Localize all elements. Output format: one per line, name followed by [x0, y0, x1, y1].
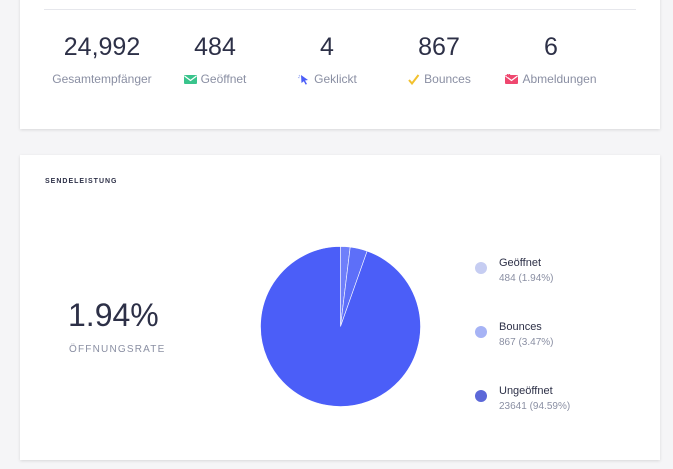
stat-opened: 484 Geöffnet: [155, 32, 275, 86]
legend-label: Geöffnet: [499, 257, 541, 269]
stat-value: 867: [418, 33, 460, 61]
stat-total-recipients: 24,992 Gesamtempfänger: [42, 32, 162, 86]
legend-value: 23641 (94.59%): [499, 401, 571, 412]
stat-bounces: 867 Bounces: [379, 32, 499, 86]
stat-value: 4: [320, 33, 334, 61]
stat-label: Geöffnet: [200, 72, 247, 86]
open-rate-value: 1.94%: [68, 297, 159, 333]
unsubscribe-envelope-icon: [505, 73, 519, 85]
stat-label: Bounces: [424, 72, 471, 86]
section-title: SENDELEISTUNG: [45, 178, 118, 185]
legend-value: 867 (3.47%): [499, 337, 554, 348]
legend-dot: [475, 262, 487, 274]
cursor-click-icon: [297, 74, 310, 85]
legend-dot: [475, 326, 487, 338]
open-rate-label: ÖFFNUNGSRATE: [69, 344, 166, 355]
stat-value: 6: [544, 33, 558, 61]
envelope-icon: [183, 74, 197, 85]
stat-clicked: 4 Geklickt: [267, 32, 387, 86]
stat-value: 24,992: [63, 33, 141, 61]
checkmark-icon: [407, 73, 420, 85]
stat-unsubscribes: 6 Abmeldungen: [491, 32, 611, 86]
legend-value: 484 (1.94%): [499, 273, 554, 284]
stat-label: Geklickt: [314, 72, 357, 86]
stat-label: Abmeldungen: [522, 72, 597, 86]
legend-label: Bounces: [499, 321, 542, 333]
send-performance-card: SENDELEISTUNG 1.94% ÖFFNUNGSRATE Geöffne…: [20, 155, 660, 460]
stat-label: Gesamtempfänger: [52, 72, 152, 86]
pie-slice-unopened[interactable]: [260, 246, 421, 407]
stats-card: 24,992 Gesamtempfänger 484 Geöffnet 4 Ge…: [20, 0, 660, 129]
divider: [44, 9, 636, 10]
send-performance-pie-chart: [260, 246, 421, 407]
stat-value: 484: [194, 33, 236, 61]
legend-dot: [475, 390, 487, 402]
legend-label: Ungeöffnet: [499, 385, 553, 397]
